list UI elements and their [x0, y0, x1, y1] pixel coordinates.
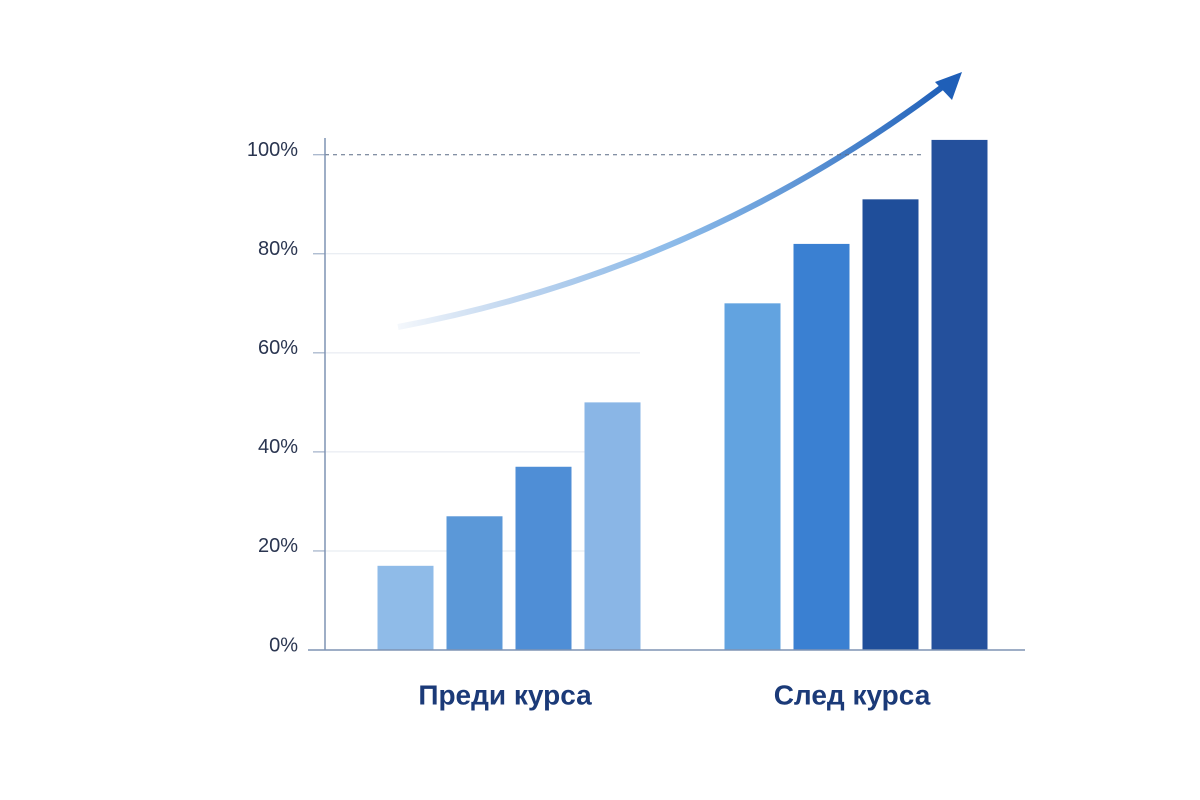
y-tick-label: 40% — [258, 436, 298, 458]
y-tick-label: 80% — [258, 238, 298, 260]
x-category-label: Преди курса — [418, 679, 592, 710]
y-tick-label: 20% — [258, 535, 298, 557]
bar — [515, 466, 572, 650]
bar — [377, 565, 434, 650]
trend-arrow — [397, 82, 947, 330]
bar — [446, 516, 503, 650]
x-category-label: След курса — [774, 679, 931, 710]
arrow-head — [935, 72, 962, 100]
y-tick-label: 0% — [269, 634, 298, 656]
bar — [793, 243, 850, 650]
bar — [862, 199, 919, 651]
bar — [724, 303, 781, 650]
y-tick-label: 60% — [258, 337, 298, 359]
bar — [931, 139, 988, 650]
y-tick-label: 100% — [247, 139, 298, 161]
bar — [584, 402, 641, 650]
